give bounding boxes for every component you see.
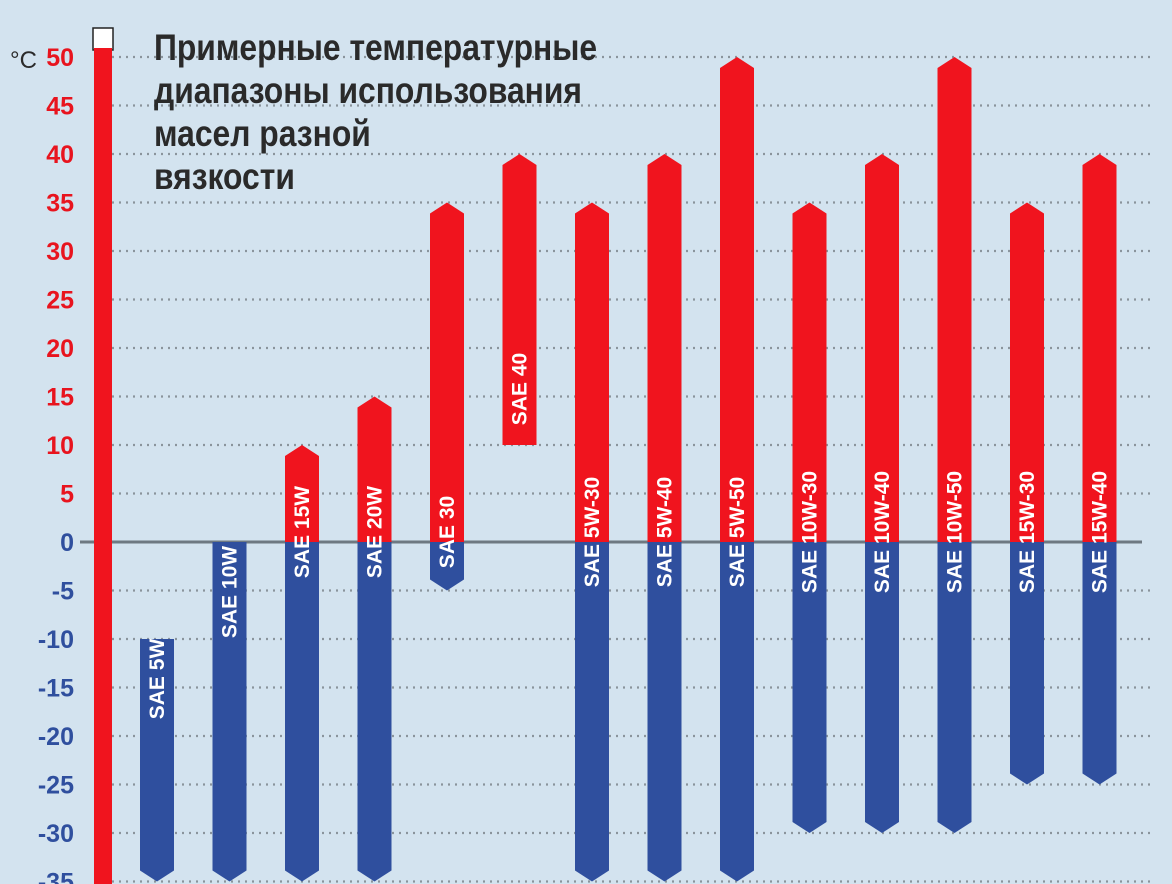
thermometer-scale — [92, 27, 114, 884]
bar-label-2: SAE 15W — [291, 486, 314, 578]
bar-8: SAE 5W-50 — [720, 57, 754, 882]
bar-label-10: SAE 10W-40 — [871, 471, 894, 593]
bar-label-0: SAE 5W — [146, 639, 169, 720]
y-tick-label-8: 10 — [46, 432, 74, 460]
bar-cold-segment-0 — [140, 639, 174, 882]
y-tick-label-15: -25 — [38, 772, 74, 800]
bar-9: SAE 10W-30 — [792, 202, 827, 833]
bar-warm-segment-9 — [792, 202, 827, 542]
bar-label-7: SAE 5W-40 — [654, 477, 677, 587]
bar-warm-segment-6 — [575, 202, 609, 542]
bar-2: SAE 15W — [285, 445, 319, 882]
bar-label-8: SAE 5W-50 — [726, 477, 749, 587]
bar-label-9: SAE 10W-30 — [799, 471, 822, 593]
y-tick-label-7: 15 — [46, 384, 74, 412]
bar-12: SAE 15W-30 — [1010, 202, 1044, 785]
unit-label: °C — [10, 47, 37, 74]
bar-label-3: SAE 20W — [364, 486, 387, 578]
bar-warm-segment-8 — [720, 57, 754, 542]
y-tick-label-10: 0 — [60, 529, 74, 557]
bar-6: SAE 5W-30 — [575, 202, 609, 882]
bar-cold-segment-1 — [212, 542, 247, 882]
y-tick-label-12: -10 — [38, 626, 74, 654]
chart-title: Примерные температурные диапазоны исполь… — [154, 26, 598, 198]
chart-title-line-1: Примерные температурные — [154, 27, 598, 68]
y-tick-label-4: 30 — [46, 238, 74, 266]
bar-warm-segment-3 — [357, 396, 392, 542]
bar-cold-segment-6 — [575, 542, 609, 882]
bar-cold-segment-9 — [792, 542, 827, 833]
y-tick-label-13: -15 — [38, 675, 74, 703]
bar-label-6: SAE 5W-30 — [581, 477, 604, 587]
bars: SAE 5W SAE 10W SAE 15W SAE 20W SAE 30 SAE 40 S… — [140, 57, 1117, 882]
bar-label-12: SAE 15W-30 — [1016, 471, 1039, 593]
bar-warm-segment-2 — [285, 445, 319, 542]
bar-warm-segment-12 — [1010, 202, 1044, 542]
bar-cold-segment-8 — [720, 542, 754, 882]
bar-5: SAE 40 — [502, 154, 537, 445]
y-tick-label-0: 50 — [46, 44, 74, 72]
y-tick-label-6: 20 — [46, 335, 74, 363]
bar-warm-segment-5 — [502, 154, 537, 445]
bar-1: SAE 10W — [212, 542, 247, 882]
grid-lines — [112, 55, 1150, 883]
thermometer-bar — [94, 48, 112, 884]
bar-cold-segment-11 — [937, 542, 972, 833]
thermometer-cap — [92, 27, 114, 51]
y-tick-label-1: 45 — [46, 93, 74, 121]
y-tick-label-11: -5 — [52, 578, 74, 606]
bar-cold-segment-12 — [1010, 542, 1044, 785]
bar-label-5: SAE 40 — [509, 353, 532, 425]
y-tick-label-14: -20 — [38, 723, 74, 751]
y-tick-label-17: -35 — [38, 869, 74, 884]
bar-warm-segment-4 — [430, 202, 464, 542]
bar-warm-segment-10 — [865, 154, 899, 542]
bar-4: SAE 30 — [430, 202, 464, 591]
bar-label-11: SAE 10W-50 — [944, 471, 967, 593]
bar-cold-segment-4 — [430, 542, 464, 591]
bar-label-4: SAE 30 — [436, 496, 459, 568]
bar-cold-segment-2 — [285, 542, 319, 882]
bar-warm-segment-13 — [1082, 154, 1117, 542]
bar-0: SAE 5W — [140, 639, 174, 882]
bar-3: SAE 20W — [357, 396, 392, 882]
bar-label-13: SAE 15W-40 — [1089, 471, 1112, 593]
bar-13: SAE 15W-40 — [1082, 154, 1117, 785]
chart-title-line-3: масел разной — [154, 113, 371, 154]
bar-cold-segment-7 — [647, 542, 682, 882]
bar-cold-segment-10 — [865, 542, 899, 833]
bar-warm-segment-11 — [937, 57, 972, 542]
y-tick-label-3: 35 — [46, 190, 74, 218]
y-tick-label-9: 5 — [60, 481, 74, 509]
y-tick-label-16: -30 — [38, 820, 74, 848]
y-tick-label-5: 25 — [46, 287, 74, 315]
bar-warm-segment-7 — [647, 154, 682, 542]
bar-cold-segment-3 — [357, 542, 392, 882]
bar-10: SAE 10W-40 — [865, 154, 899, 833]
bar-11: SAE 10W-50 — [937, 57, 972, 833]
bar-label-1: SAE 10W — [219, 546, 242, 638]
chart-title-line-4: вязкости — [154, 156, 295, 197]
chart-title-line-2: диапазоны использования — [154, 70, 583, 111]
bar-7: SAE 5W-40 — [647, 154, 682, 882]
y-tick-label-2: 40 — [46, 141, 74, 169]
bar-cold-segment-13 — [1082, 542, 1117, 785]
